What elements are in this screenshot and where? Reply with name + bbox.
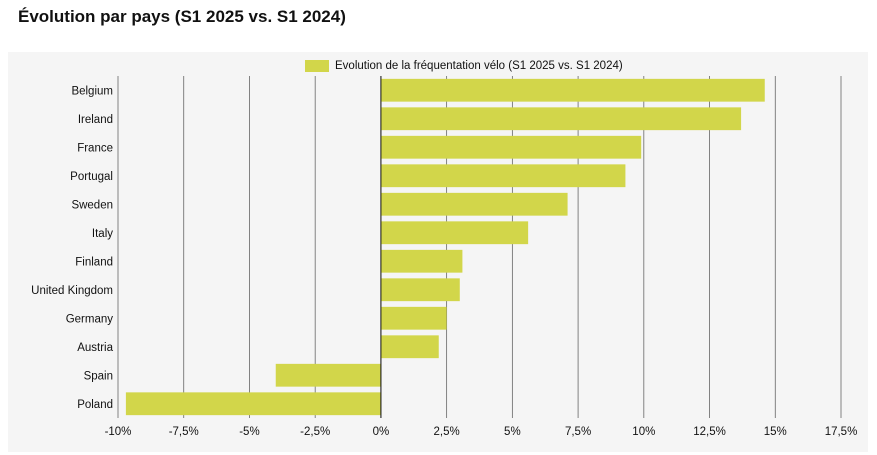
y-category-label: Italy [92, 228, 113, 240]
x-tick-label: 2,5% [434, 426, 460, 438]
bar-poland [125, 392, 381, 416]
chart-legend: Evolution de la fréquentation vélo (S1 2… [305, 58, 623, 74]
y-category-label: Germany [66, 313, 114, 325]
y-category-label: Sweden [71, 199, 113, 211]
x-tick-label: 15% [764, 426, 787, 438]
bar-ireland [380, 107, 742, 131]
x-tick-label: 12,5% [693, 426, 726, 438]
x-tick-label: 0% [373, 426, 390, 438]
legend-label: Evolution de la fréquentation vélo (S1 2… [335, 60, 623, 72]
x-tick-label: -2,5% [300, 426, 330, 438]
x-tick-label: -10% [105, 426, 132, 438]
bar-portugal [380, 164, 626, 188]
y-category-label: Spain [84, 370, 113, 382]
bar-finland [380, 249, 463, 273]
bar-italy [380, 221, 529, 245]
y-category-label: Finland [75, 256, 113, 268]
page-title: Évolution par pays (S1 2025 vs. S1 2024) [18, 7, 346, 26]
y-category-label: Austria [77, 342, 113, 354]
y-category-label: United Kingdom [31, 285, 113, 297]
bar-germany [380, 306, 447, 330]
y-category-label: Belgium [71, 85, 113, 97]
y-category-label: Portugal [70, 171, 113, 183]
bar-united-kingdom [380, 278, 460, 302]
bar-spain [275, 363, 381, 387]
legend-swatch [305, 60, 329, 72]
x-tick-label: 7,5% [565, 426, 591, 438]
bar-austria [380, 335, 439, 359]
y-category-label: France [77, 142, 113, 154]
y-category-label: Ireland [78, 114, 113, 126]
bar-sweden [380, 192, 568, 216]
x-tick-label: 5% [504, 426, 521, 438]
bar-france [380, 135, 642, 159]
bar-belgium [380, 78, 765, 102]
x-tick-label: 10% [632, 426, 655, 438]
y-category-label: Poland [77, 399, 113, 411]
x-tick-label: -5% [239, 426, 259, 438]
x-tick-label: 17,5% [825, 426, 858, 438]
x-tick-label: -7,5% [169, 426, 199, 438]
